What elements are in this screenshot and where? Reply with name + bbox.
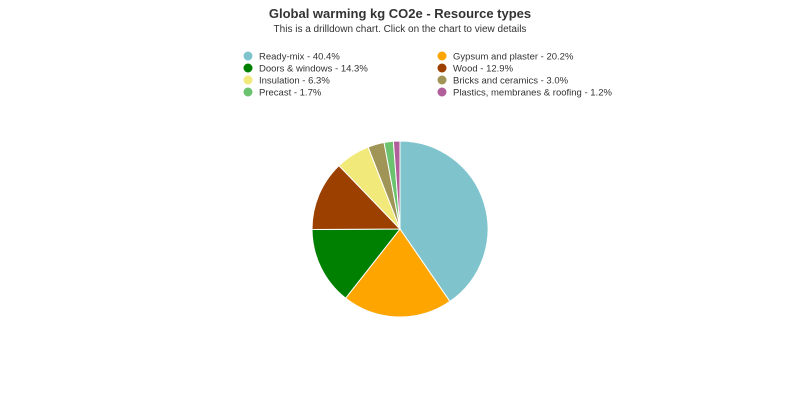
legend-swatch [243,87,253,97]
chart-legend: Ready-mix - 40.4% Gypsum and plaster - 20… [243,51,613,99]
legend-label: Precast - 1.7% [259,88,322,99]
legend-swatch [243,63,253,73]
legend-item[interactable]: Precast - 1.7% [243,87,322,99]
pie-slice-plastics-membranes-roofing[interactable] [392,140,401,230]
legend-label: Ready-mix - 40.4% [259,52,340,63]
pie-slice-ready-mix[interactable] [399,140,489,303]
chart-title: Global warming kg CO2e - Resource types [269,6,531,21]
legend-label: Gypsum and plaster - 20.2% [453,52,574,63]
legend-swatch [243,51,253,61]
legend-item[interactable]: Wood - 12.9% [437,63,514,75]
pie-slice-gypsum-and-plaster[interactable] [344,228,451,318]
legend-label: Insulation - 6.3% [259,76,330,87]
legend-label: Plastics, membranes & roofing - 1.2% [453,88,612,99]
chart-subtitle: This is a drilldown chart. Click on the … [274,24,527,35]
legend-label: Doors & windows - 14.3% [259,64,368,75]
legend-item[interactable]: Plastics, membranes & roofing - 1.2% [437,87,613,99]
legend-item[interactable]: Ready-mix - 40.4% [243,51,341,63]
legend-swatch [437,75,447,85]
legend-swatch [243,75,253,85]
legend-item[interactable]: Bricks and ceramics - 3.0% [437,75,569,87]
pie-slice-wood[interactable] [311,164,402,231]
legend-label: Bricks and ceramics - 3.0% [453,76,569,87]
legend-swatch [437,51,447,61]
legend-swatch [437,87,447,97]
legend-label: Wood - 12.9% [453,64,514,75]
legend-item[interactable]: Gypsum and plaster - 20.2% [437,51,574,63]
pie-slice-doors-windows[interactable] [311,228,402,299]
legend-item[interactable]: Doors & windows - 14.3% [243,63,369,75]
pie-slices [311,140,489,318]
legend-swatch [437,63,447,73]
legend-item[interactable]: Insulation - 6.3% [243,75,331,87]
